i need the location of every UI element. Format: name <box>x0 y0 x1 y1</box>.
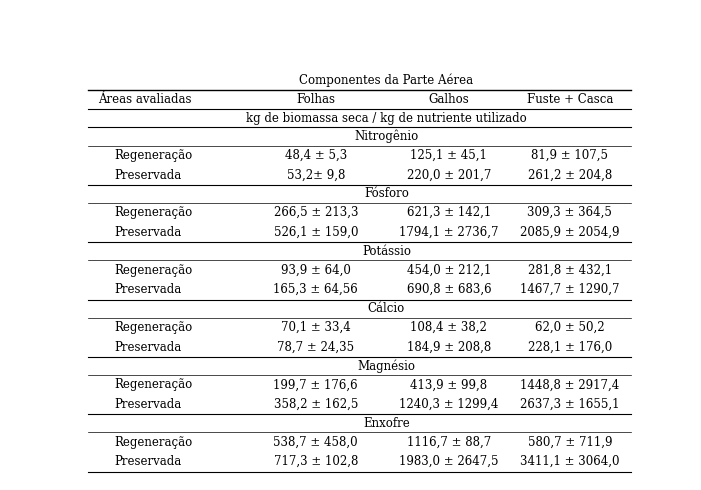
Text: Preservada: Preservada <box>115 341 182 354</box>
Text: 1448,8 ± 2917,4: 1448,8 ± 2917,4 <box>520 378 620 392</box>
Text: 413,9 ± 99,8: 413,9 ± 99,8 <box>410 378 487 392</box>
Text: 165,3 ± 64,56: 165,3 ± 64,56 <box>273 283 358 296</box>
Text: 1240,3 ± 1299,4: 1240,3 ± 1299,4 <box>399 398 498 411</box>
Text: 580,7 ± 711,9: 580,7 ± 711,9 <box>528 436 612 449</box>
Text: 1467,7 ± 1290,7: 1467,7 ± 1290,7 <box>520 283 620 296</box>
Text: Potássio: Potássio <box>362 245 411 258</box>
Text: 526,1 ± 159,0: 526,1 ± 159,0 <box>273 226 358 239</box>
Text: Preservada: Preservada <box>115 398 182 411</box>
Text: Fósforo: Fósforo <box>364 187 409 200</box>
Text: 125,1 ± 45,1: 125,1 ± 45,1 <box>411 149 487 162</box>
Text: 358,2 ± 162,5: 358,2 ± 162,5 <box>273 398 358 411</box>
Text: Preservada: Preservada <box>115 169 182 181</box>
Text: Regeneração: Regeneração <box>115 321 193 334</box>
Text: 3411,1 ± 3064,0: 3411,1 ± 3064,0 <box>520 455 620 468</box>
Text: 199,7 ± 176,6: 199,7 ± 176,6 <box>273 378 358 392</box>
Text: Enxofre: Enxofre <box>363 417 410 430</box>
Text: 717,3 ± 102,8: 717,3 ± 102,8 <box>273 455 358 468</box>
Text: 81,9 ± 107,5: 81,9 ± 107,5 <box>531 149 608 162</box>
Text: 93,9 ± 64,0: 93,9 ± 64,0 <box>281 264 350 276</box>
Text: 2637,3 ± 1655,1: 2637,3 ± 1655,1 <box>520 398 620 411</box>
Text: 184,9 ± 208,8: 184,9 ± 208,8 <box>407 341 491 354</box>
Text: 108,4 ± 38,2: 108,4 ± 38,2 <box>411 321 487 334</box>
Text: 2085,9 ± 2054,9: 2085,9 ± 2054,9 <box>520 226 620 239</box>
Text: Regeneração: Regeneração <box>115 149 193 162</box>
Text: 281,8 ± 432,1: 281,8 ± 432,1 <box>528 264 612 276</box>
Text: Cálcio: Cálcio <box>368 302 405 315</box>
Text: 70,1 ± 33,4: 70,1 ± 33,4 <box>281 321 350 334</box>
Text: Regeneração: Regeneração <box>115 264 193 276</box>
Text: 1983,0 ± 2647,5: 1983,0 ± 2647,5 <box>399 455 498 468</box>
Text: 621,3 ± 142,1: 621,3 ± 142,1 <box>407 206 491 219</box>
Text: 220,0 ± 201,7: 220,0 ± 201,7 <box>407 169 491 181</box>
Text: 1116,7 ± 88,7: 1116,7 ± 88,7 <box>407 436 491 449</box>
Text: 53,2± 9,8: 53,2± 9,8 <box>287 169 345 181</box>
Text: 62,0 ± 50,2: 62,0 ± 50,2 <box>535 321 604 334</box>
Text: 538,7 ± 458,0: 538,7 ± 458,0 <box>273 436 358 449</box>
Text: Galhos: Galhos <box>428 93 469 106</box>
Text: Regeneração: Regeneração <box>115 206 193 219</box>
Text: 690,8 ± 683,6: 690,8 ± 683,6 <box>407 283 491 296</box>
Text: 1794,1 ± 2736,7: 1794,1 ± 2736,7 <box>399 226 498 239</box>
Text: 78,7 ± 24,35: 78,7 ± 24,35 <box>277 341 355 354</box>
Text: 48,4 ± 5,3: 48,4 ± 5,3 <box>285 149 347 162</box>
Text: Preservada: Preservada <box>115 226 182 239</box>
Text: Regeneração: Regeneração <box>115 378 193 392</box>
Text: Folhas: Folhas <box>297 93 335 106</box>
Text: 266,5 ± 213,3: 266,5 ± 213,3 <box>273 206 358 219</box>
Text: Regeneração: Regeneração <box>115 436 193 449</box>
Text: kg de biomassa seca / kg de nutriente utilizado: kg de biomassa seca / kg de nutriente ut… <box>246 112 526 125</box>
Text: 454,0 ± 212,1: 454,0 ± 212,1 <box>407 264 491 276</box>
Text: Áreas avaliadas: Áreas avaliadas <box>98 93 192 106</box>
Text: Magnésio: Magnésio <box>358 359 416 373</box>
Text: Componentes da Parte Aérea: Componentes da Parte Aérea <box>299 73 473 87</box>
Text: 228,1 ± 176,0: 228,1 ± 176,0 <box>528 341 612 354</box>
Text: Preservada: Preservada <box>115 283 182 296</box>
Text: 261,2 ± 204,8: 261,2 ± 204,8 <box>528 169 612 181</box>
Text: 309,3 ± 364,5: 309,3 ± 364,5 <box>527 206 612 219</box>
Text: Fuste + Casca: Fuste + Casca <box>526 93 613 106</box>
Text: Nitrogênio: Nitrogênio <box>354 130 418 143</box>
Text: Preservada: Preservada <box>115 455 182 468</box>
